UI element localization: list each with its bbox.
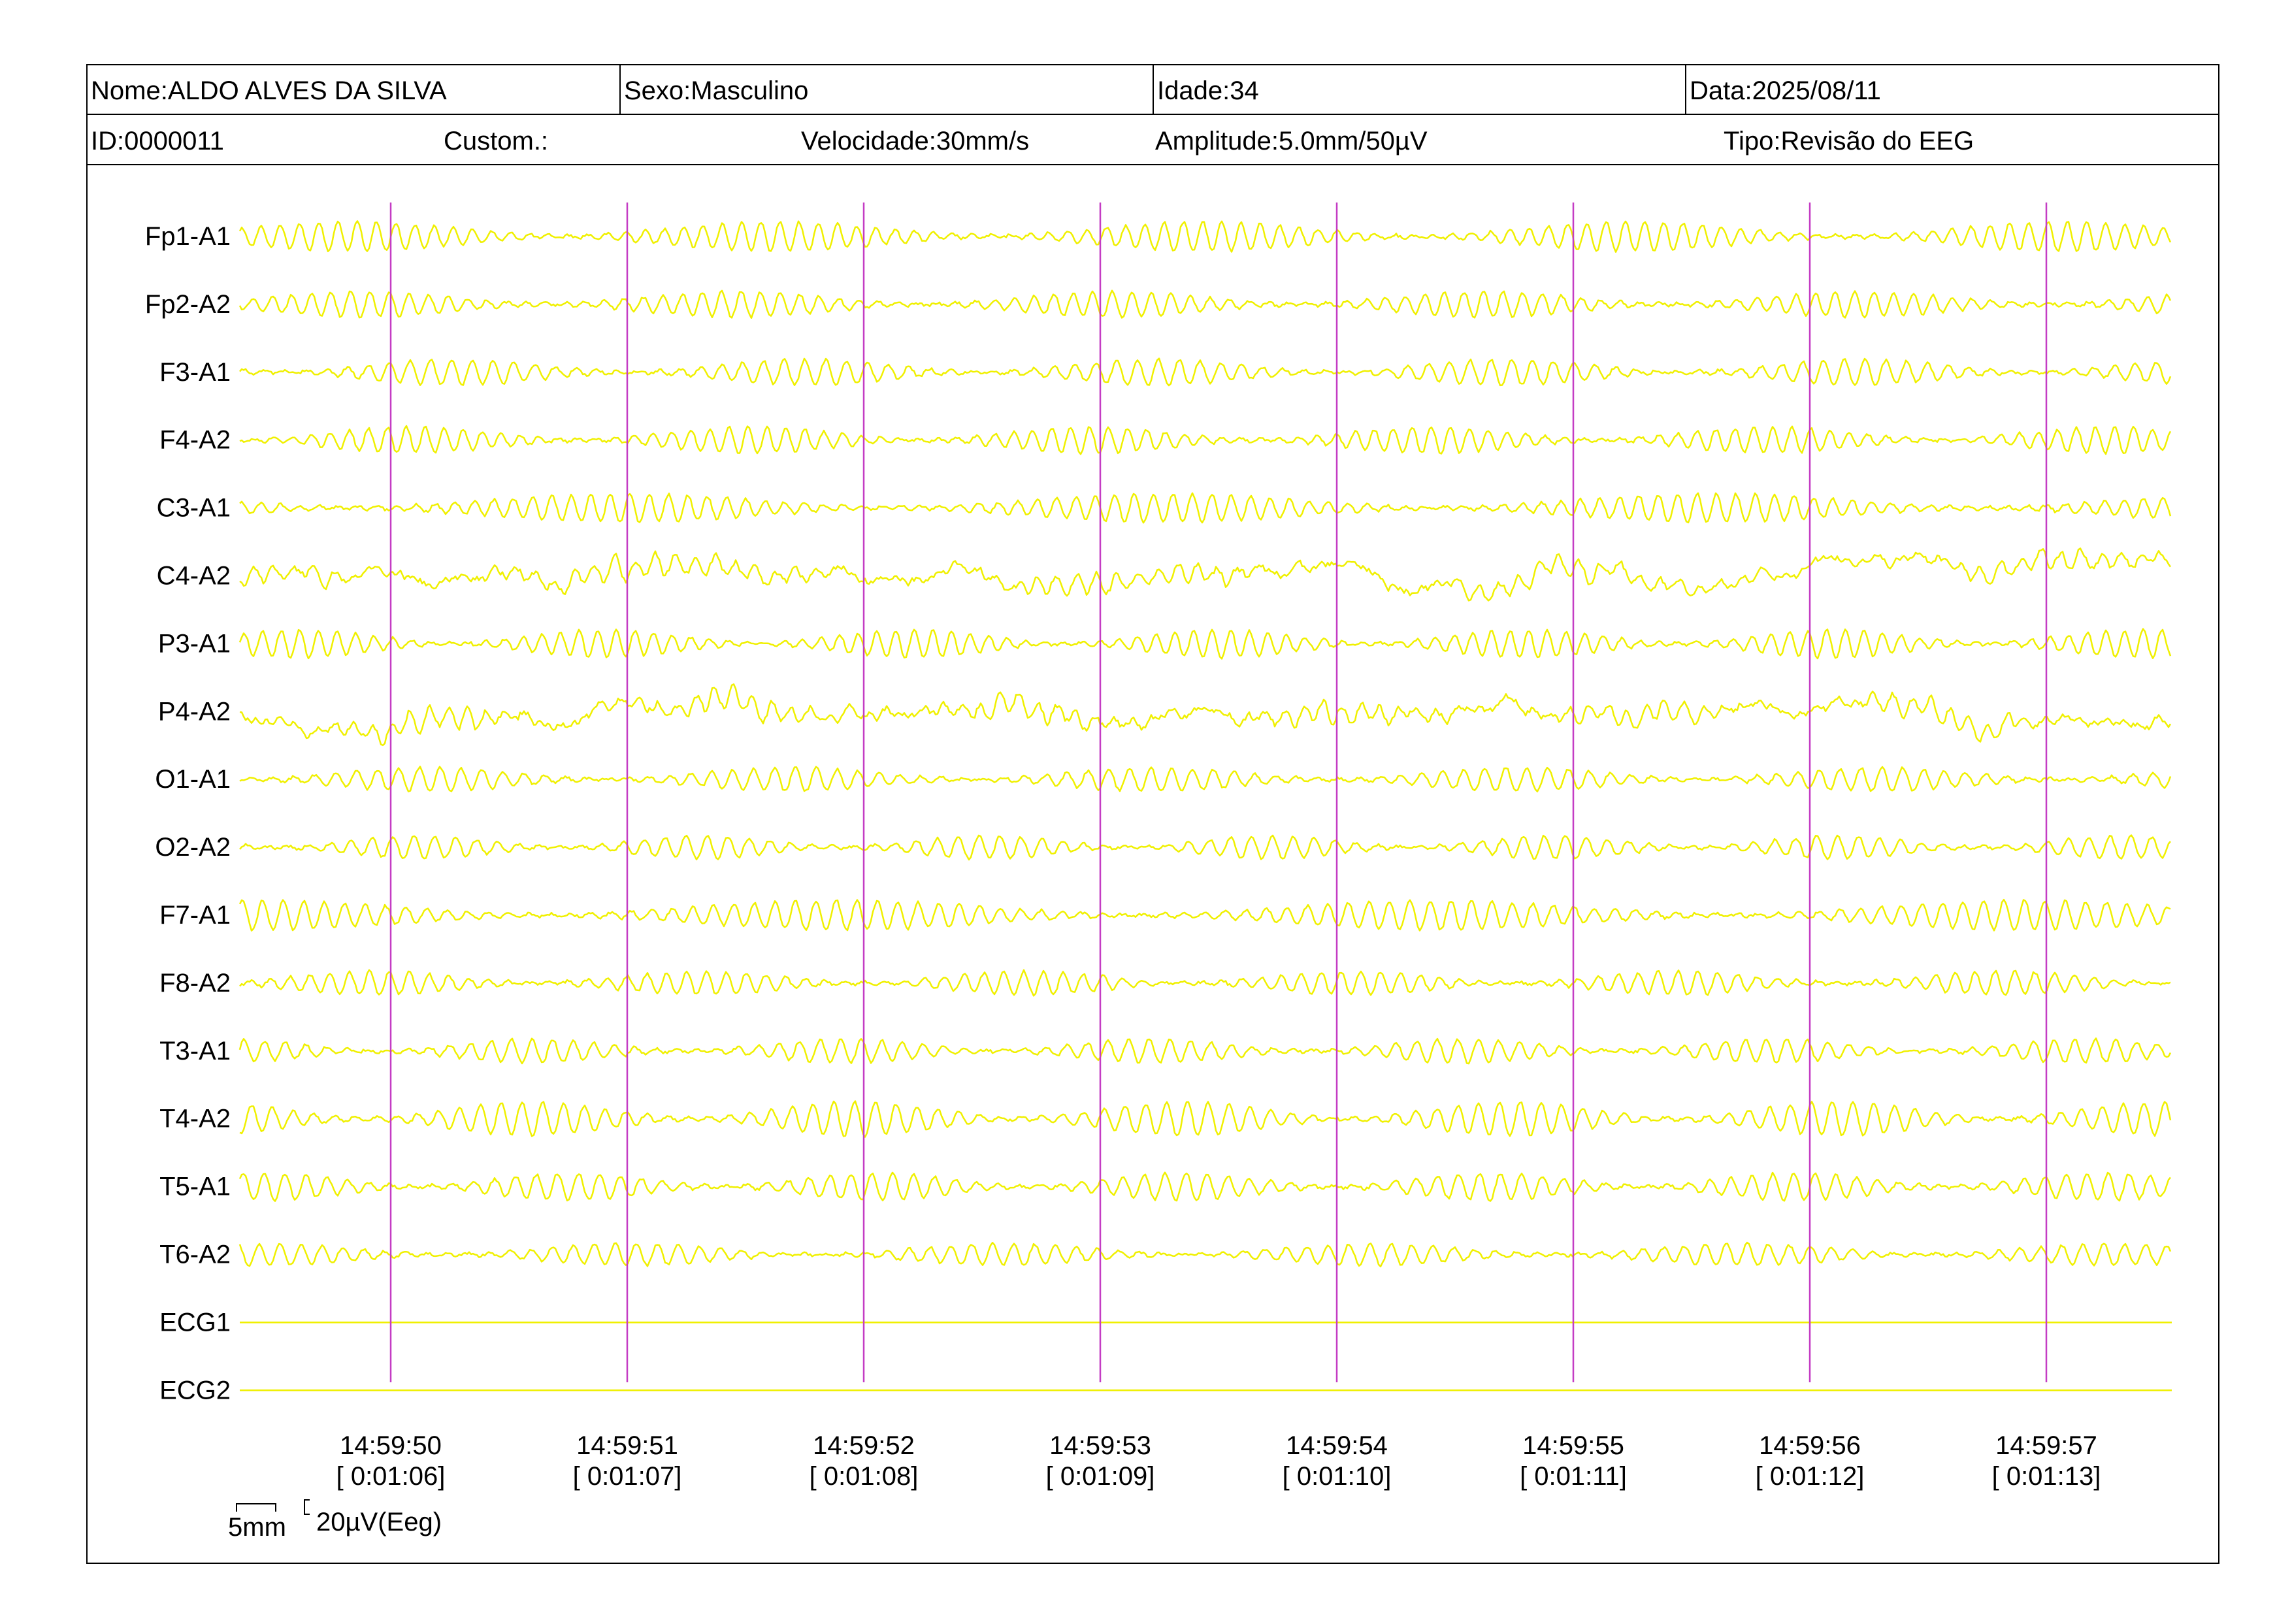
elapsed-time: [ 0:01:09] — [1046, 1462, 1155, 1491]
eeg-trace — [238, 1241, 2172, 1268]
eeg-trace — [238, 1037, 2172, 1065]
amplitude: Amplitude:5.0mm/50µV — [1155, 127, 1428, 155]
eeg-trace — [239, 766, 2172, 792]
channel-label: T3-A1 — [159, 1037, 231, 1065]
time-scale-bracket — [236, 1503, 276, 1512]
eeg-trace — [239, 683, 2172, 747]
channel-label: F7-A1 — [159, 901, 231, 930]
eeg-trace — [239, 492, 2172, 524]
channel-label: O2-A2 — [155, 833, 231, 862]
elapsed-time: [ 0:01:11] — [1520, 1462, 1627, 1491]
eeg-trace — [239, 1100, 2172, 1138]
channel-label: Fp1-A1 — [145, 222, 231, 251]
time-scale: 5mm — [228, 1513, 286, 1542]
page-border — [86, 64, 2219, 1564]
channel-label: T4-A2 — [159, 1105, 231, 1133]
elapsed-time: [ 0:01:10] — [1283, 1462, 1392, 1491]
eeg-trace — [239, 969, 2171, 997]
channel-label: P4-A2 — [158, 697, 231, 726]
clock-time: 14:59:53 — [1049, 1431, 1151, 1460]
channel-label: F3-A1 — [159, 358, 231, 387]
eeg-trace — [239, 547, 2172, 602]
amplitude-scale-bracket — [304, 1499, 310, 1515]
amplitude-scale: 20µV(Eeg) — [316, 1508, 442, 1536]
clock-time: 14:59:56 — [1759, 1431, 1861, 1460]
eeg-trace — [239, 425, 2172, 455]
eeg-trace — [238, 220, 2172, 253]
patient-name: Nome:ALDO ALVES DA SILVA — [91, 76, 447, 105]
elapsed-time: [ 0:01:12] — [1756, 1462, 1865, 1491]
speed: Velocidade:30mm/s — [801, 127, 1029, 155]
exam-date: Data:2025/08/11 — [1690, 76, 1881, 105]
exam-type: Tipo:Revisão do EEG — [1724, 127, 1974, 155]
patient-age: Idade:34 — [1157, 76, 1259, 105]
channel-label: C3-A1 — [157, 494, 231, 523]
custom-field: Custom.: — [444, 127, 548, 155]
channel-label: O1-A1 — [155, 765, 231, 794]
elapsed-time: [ 0:01:13] — [1992, 1462, 2101, 1491]
eeg-trace — [239, 834, 2171, 861]
eeg-trace — [239, 357, 2172, 387]
elapsed-time: [ 0:01:06] — [336, 1462, 446, 1491]
clock-time: 14:59:55 — [1522, 1431, 1624, 1460]
elapsed-time: [ 0:01:07] — [573, 1462, 682, 1491]
eeg-trace — [238, 628, 2172, 660]
patient-id: ID:0000011 — [91, 127, 224, 155]
channel-label: T5-A1 — [159, 1173, 231, 1201]
channel-label: ECG1 — [159, 1308, 231, 1337]
patient-sex: Sexo:Masculino — [624, 76, 808, 105]
channel-label: C4-A2 — [157, 562, 231, 591]
channel-label: Fp2-A2 — [145, 290, 231, 319]
clock-time: 14:59:57 — [1995, 1431, 2097, 1460]
channel-label: F8-A2 — [159, 969, 231, 998]
clock-time: 14:59:54 — [1286, 1431, 1388, 1460]
clock-time: 14:59:51 — [576, 1431, 678, 1460]
channel-label: F4-A2 — [159, 426, 231, 455]
clock-time: 14:59:50 — [340, 1431, 442, 1460]
channel-label: T6-A2 — [159, 1241, 231, 1269]
eeg-trace — [238, 1171, 2171, 1202]
clock-time: 14:59:52 — [813, 1431, 915, 1460]
channel-label: P3-A1 — [158, 629, 231, 658]
eeg-trace — [238, 289, 2172, 319]
channel-label: ECG2 — [159, 1376, 231, 1405]
elapsed-time: [ 0:01:08] — [810, 1462, 919, 1491]
eeg-trace — [238, 898, 2171, 932]
